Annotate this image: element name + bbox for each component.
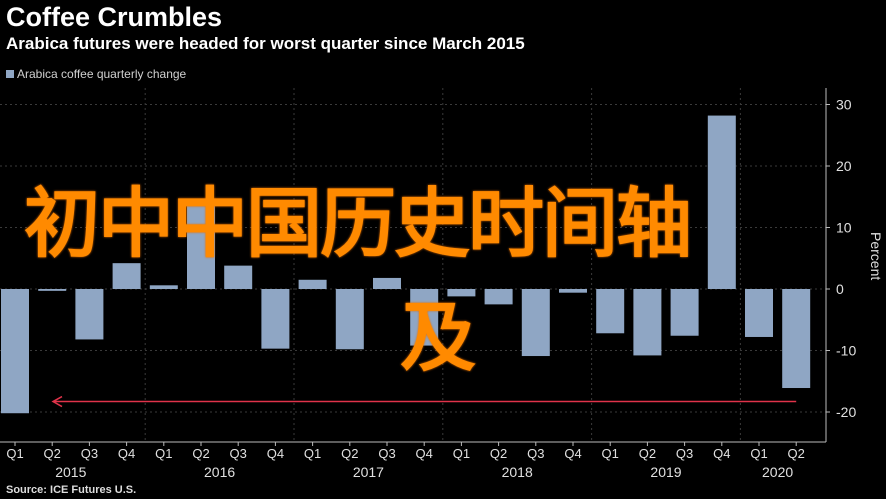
y-tick-label: 0 (836, 281, 844, 297)
bar (373, 277, 401, 289)
annotation-arrow-head (51, 395, 63, 408)
chart-subtitle: Arabica futures were headed for worst qu… (6, 34, 525, 53)
x-tick-label: Q3 (676, 446, 693, 461)
bar (447, 289, 476, 297)
overlay-text-line-2: 及 (400, 293, 476, 382)
x-tick-label: Q1 (453, 446, 470, 461)
x-tick-label: Q1 (602, 446, 619, 461)
bar (1, 289, 29, 414)
x-tick-label: Q4 (267, 446, 284, 461)
x-tick-label: Q4 (564, 446, 581, 461)
x-tick-label: Q1 (155, 446, 172, 461)
y-tick-label: 20 (836, 158, 852, 174)
bar (224, 265, 253, 289)
year-label: 2017 (353, 464, 384, 480)
bar (633, 289, 662, 356)
y-tick-label: -20 (836, 404, 856, 420)
x-tick-label: Q2 (639, 446, 656, 461)
x-tick-label: Q2 (341, 446, 358, 461)
bar (707, 115, 736, 289)
x-tick-label: Q3 (527, 446, 544, 461)
bar (596, 289, 625, 334)
year-label: 2019 (650, 464, 681, 480)
bar (112, 263, 141, 289)
x-tick-label: Q2 (44, 446, 61, 461)
bar (745, 289, 773, 337)
bar (521, 289, 550, 357)
year-label: 2015 (55, 464, 86, 480)
chart-title: Coffee Crumbles (6, 2, 223, 32)
x-tick-label: Q1 (304, 446, 321, 461)
year-label: 2016 (204, 464, 235, 480)
year-label: 2018 (502, 464, 533, 480)
legend: Arabica coffee quarterly change (6, 67, 186, 81)
bar (261, 289, 290, 349)
bar (38, 289, 67, 291)
x-tick-label: Q1 (750, 446, 767, 461)
x-tick-label: Q3 (378, 446, 395, 461)
overlay-text-line-1: 初中中国历史时间轴 (24, 179, 692, 268)
x-tick-label: Q2 (192, 446, 209, 461)
bar (782, 289, 811, 389)
bar (187, 201, 215, 289)
bar (559, 289, 587, 293)
x-tick-label: Q3 (81, 446, 98, 461)
x-tick-label: Q4 (118, 446, 135, 461)
legend-swatch (6, 70, 14, 78)
x-tick-label: Q4 (416, 446, 433, 461)
bar (149, 285, 178, 289)
x-tick-label: Q4 (713, 446, 730, 461)
bar (484, 289, 513, 305)
x-tick-label: Q3 (230, 446, 247, 461)
bar (410, 289, 439, 346)
y-axis-label: Percent (868, 232, 884, 280)
y-tick-label: 30 (836, 97, 852, 113)
x-tick-label: Q2 (490, 446, 507, 461)
year-label: 2020 (762, 464, 793, 480)
bar (75, 289, 104, 340)
x-tick-label: Q2 (788, 446, 805, 461)
y-tick-label: -10 (836, 343, 856, 359)
y-tick-label: 10 (836, 220, 852, 236)
bar (298, 279, 327, 289)
bar (335, 289, 364, 350)
bar (670, 289, 699, 336)
source-note: Source: ICE Futures U.S. (6, 484, 137, 496)
x-tick-label: Q1 (6, 446, 23, 461)
legend-label: Arabica coffee quarterly change (17, 67, 187, 81)
